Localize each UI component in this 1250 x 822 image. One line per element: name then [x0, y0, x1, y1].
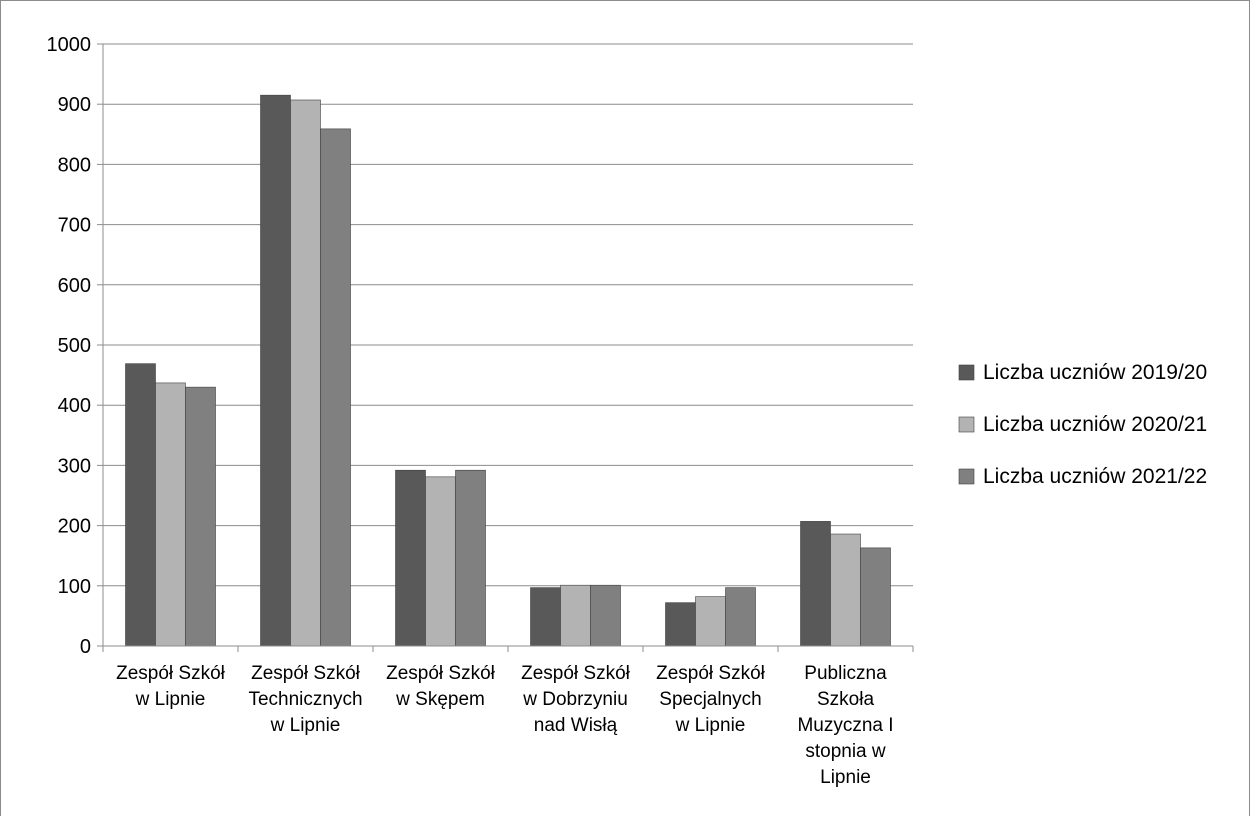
- bar-series-1-cat-5: [665, 602, 696, 647]
- y-tick-label: 1000: [47, 34, 92, 56]
- bar-series-1-cat-6: [800, 521, 831, 647]
- y-tick-label: 800: [58, 154, 91, 176]
- y-tick-label: 100: [58, 576, 91, 598]
- x-category-label: nad Wisłą: [534, 715, 618, 736]
- x-category-label: Lipnie: [820, 767, 871, 788]
- bar-series-3-cat-3: [455, 469, 486, 647]
- y-tick-label: 700: [58, 215, 91, 237]
- x-category-label: Zespół Szkół: [116, 663, 226, 684]
- legend-swatch: [958, 468, 975, 485]
- x-category-label: Zespół Szkół: [251, 663, 361, 684]
- bar-series-3-cat-4: [590, 584, 621, 647]
- x-category-label: Zespół Szkół: [521, 663, 631, 684]
- bar-series-1-cat-3: [395, 469, 426, 647]
- bar-series-1-cat-2: [260, 94, 291, 647]
- x-category-label: w Skępem: [395, 689, 485, 710]
- y-tick-label: 0: [80, 636, 91, 658]
- bar-series-1-cat-1: [125, 363, 156, 647]
- y-tick-label: 200: [58, 516, 91, 538]
- y-tick-label: 400: [58, 395, 91, 417]
- x-category-labels: Zespół Szkół w Lipnie Zespół Szkół Technicz…: [116, 663, 893, 788]
- bar-series-2-cat-6: [830, 533, 861, 647]
- bar-series-2-cat-4: [560, 584, 591, 647]
- y-tick-labels: 0 100 200 300 400 500 600 700 800 900 1000: [47, 34, 92, 658]
- y-tick-label: 300: [58, 455, 91, 477]
- x-category-label: Szkoła: [817, 689, 874, 710]
- legend: Liczba uczniów 2019/20 Liczba uczniów 202…: [958, 361, 1207, 488]
- x-category-label: Muzyczna I: [797, 715, 893, 736]
- bar-series-3-cat-6: [860, 547, 891, 647]
- x-category-label: Specjalnych: [659, 689, 761, 710]
- y-tick-label: 600: [58, 275, 91, 297]
- x-category-label: Technicznych: [248, 689, 362, 710]
- x-category-label: Zespół Szkół: [656, 663, 766, 684]
- legend-label: Liczba uczniów 2019/20: [983, 361, 1207, 384]
- x-category-label: w Lipnie: [135, 689, 206, 710]
- bar-series-1-cat-4: [530, 587, 561, 647]
- y-tick-label: 900: [58, 94, 91, 116]
- legend-swatch: [958, 364, 975, 381]
- legend-label: Liczba uczniów 2021/22: [983, 465, 1207, 488]
- y-tick-label: 500: [58, 335, 91, 357]
- bar-series-3-cat-2: [320, 128, 351, 647]
- bar-series-3-cat-5: [725, 587, 756, 647]
- bar-series-2-cat-3: [425, 476, 456, 647]
- legend-swatch: [958, 416, 975, 433]
- bar-series-2-cat-1: [155, 382, 186, 647]
- bar-series-2-cat-2: [290, 99, 321, 647]
- axes: [97, 43, 914, 652]
- x-category-label: w Lipnie: [675, 715, 746, 736]
- x-category-label: w Dobrzyniu: [522, 689, 628, 710]
- gridlines: [103, 43, 913, 587]
- bar-series-2-cat-5: [695, 596, 726, 647]
- bars: [125, 94, 891, 647]
- bar-series-3-cat-1: [185, 386, 216, 647]
- legend-label: Liczba uczniów 2020/21: [983, 413, 1207, 436]
- x-category-label: stopnia w: [805, 741, 886, 762]
- x-category-label: Zespół Szkół: [386, 663, 496, 684]
- x-category-label: Publiczna: [804, 663, 887, 684]
- x-category-label: w Lipnie: [270, 715, 341, 736]
